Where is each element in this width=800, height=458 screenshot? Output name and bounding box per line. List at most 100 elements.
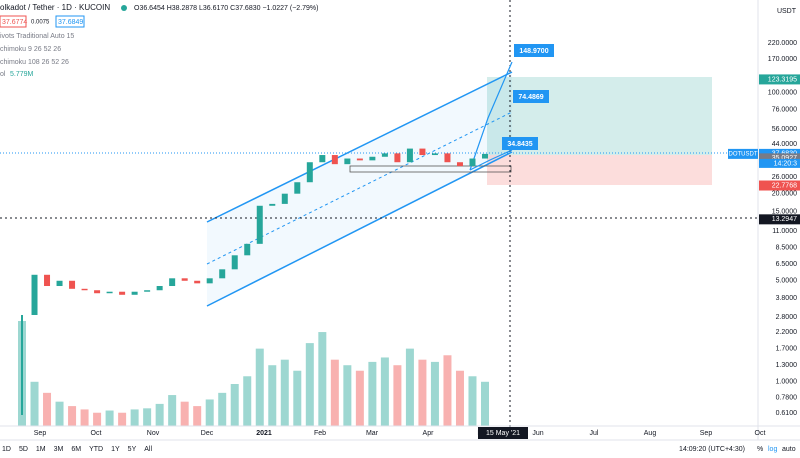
log-toggle[interactable]: log	[768, 446, 777, 453]
volume-bar	[330, 359, 339, 426]
candle	[144, 290, 151, 292]
volume-bar	[393, 365, 402, 426]
volume-bar	[443, 355, 452, 426]
volume-bar	[255, 348, 264, 426]
candle	[319, 155, 326, 163]
y-tick-label: 0.7800	[776, 394, 798, 401]
loss-zone	[487, 155, 712, 185]
range-button[interactable]: 6M	[71, 446, 81, 453]
target-label: 34.8435	[507, 141, 532, 148]
candle	[381, 153, 388, 157]
candle	[56, 280, 63, 287]
range-button[interactable]: 1D	[2, 446, 11, 453]
volume-bar	[318, 332, 327, 426]
percent-toggle[interactable]: %	[757, 446, 763, 453]
volume-bar	[118, 412, 127, 426]
candle	[119, 291, 126, 295]
x-tick-label: Nov	[147, 430, 160, 437]
volume-bar	[68, 406, 77, 426]
x-tick-label: Jun	[532, 430, 543, 437]
range-button[interactable]: 5Y	[128, 446, 137, 453]
volume-bar	[368, 361, 377, 426]
x-tick-label: Dec	[201, 430, 214, 437]
price-tag	[759, 180, 800, 191]
candle	[294, 182, 301, 194]
indicator[interactable]: chimoku 108 26 52 26	[0, 59, 69, 66]
target-box	[513, 90, 549, 103]
y-tick-label: 1.3000	[776, 362, 798, 369]
volume-bar	[155, 403, 164, 426]
volume-bar	[405, 348, 414, 426]
volume-bar	[481, 381, 489, 426]
volume-bar	[93, 412, 102, 426]
x-tick-label: Mar	[366, 430, 379, 437]
candle	[156, 286, 163, 291]
auto-toggle[interactable]: auto	[782, 446, 796, 453]
volume-bar	[355, 370, 364, 426]
range-button[interactable]: YTD	[89, 446, 103, 453]
volume-bar	[193, 406, 202, 426]
ticker-tag-label: DOTUSDT	[729, 151, 758, 157]
target-box	[502, 137, 538, 150]
candle	[444, 153, 451, 163]
volume-bar	[418, 359, 427, 426]
volume-bar	[293, 370, 302, 426]
y-tick-label: 76.0000	[772, 107, 797, 114]
candle	[281, 193, 288, 204]
indicator[interactable]: chimoku 9 26 52 26	[0, 46, 61, 53]
x-tick-label: Sep	[700, 430, 713, 437]
volume-bar	[305, 343, 314, 426]
price-tag-label: 22.7768	[772, 182, 797, 189]
volume-bar	[105, 410, 114, 426]
projection-path	[469, 149, 513, 171]
range-button[interactable]: 3M	[54, 446, 64, 453]
volume-bar	[268, 365, 277, 426]
volume-bar	[55, 401, 64, 426]
indicator[interactable]: ol	[0, 71, 6, 78]
y-tick-label: 56.0000	[772, 126, 797, 133]
candle	[469, 158, 476, 167]
crosshair-date: 15 May '21	[486, 430, 520, 437]
y-tick-label: 2.8000	[776, 314, 798, 321]
price-tag	[759, 74, 800, 85]
candle	[44, 274, 51, 287]
x-tick-label: Aug	[644, 430, 657, 437]
price-tag	[759, 153, 800, 164]
candle	[206, 278, 213, 284]
volume-bar	[380, 357, 389, 426]
channel-fill	[207, 72, 512, 306]
range-button[interactable]: 1Y	[111, 446, 120, 453]
volume-bar	[180, 401, 189, 426]
candle	[406, 148, 413, 163]
x-tick-label: Jul	[590, 430, 599, 437]
y-tick-label: 100.0000	[768, 89, 797, 96]
ask-box	[55, 15, 85, 28]
price-tag-label: 123.3195	[768, 76, 797, 83]
x-tick-label: Oct	[755, 430, 766, 437]
candle	[344, 158, 351, 165]
volume-bar	[430, 361, 439, 426]
volume-bar	[205, 399, 214, 426]
price-tag-label: 13.2947	[772, 216, 797, 223]
candle	[244, 243, 251, 256]
range-button[interactable]: All	[144, 446, 152, 453]
volume-bar	[230, 384, 239, 426]
y-tick-label: 26.0000	[772, 174, 797, 181]
candle	[394, 153, 401, 163]
target-box	[514, 44, 554, 57]
candle	[431, 153, 438, 156]
candle	[194, 280, 201, 284]
x-tick-label: Sep	[34, 430, 47, 437]
candle	[482, 153, 488, 159]
target-label: 148.9700	[519, 48, 548, 55]
volume-bar	[343, 365, 352, 426]
indicator[interactable]: ivots Traditional Auto 15	[0, 33, 74, 40]
channel-top	[206, 71, 513, 223]
range-button[interactable]: 5D	[19, 446, 28, 453]
range-button[interactable]: 1M	[36, 446, 46, 453]
candle	[369, 156, 376, 161]
spread: 0.0075	[31, 20, 50, 26]
y-tick-label: 20.0000	[772, 191, 797, 198]
y-tick-label: 15.0000	[772, 209, 797, 216]
